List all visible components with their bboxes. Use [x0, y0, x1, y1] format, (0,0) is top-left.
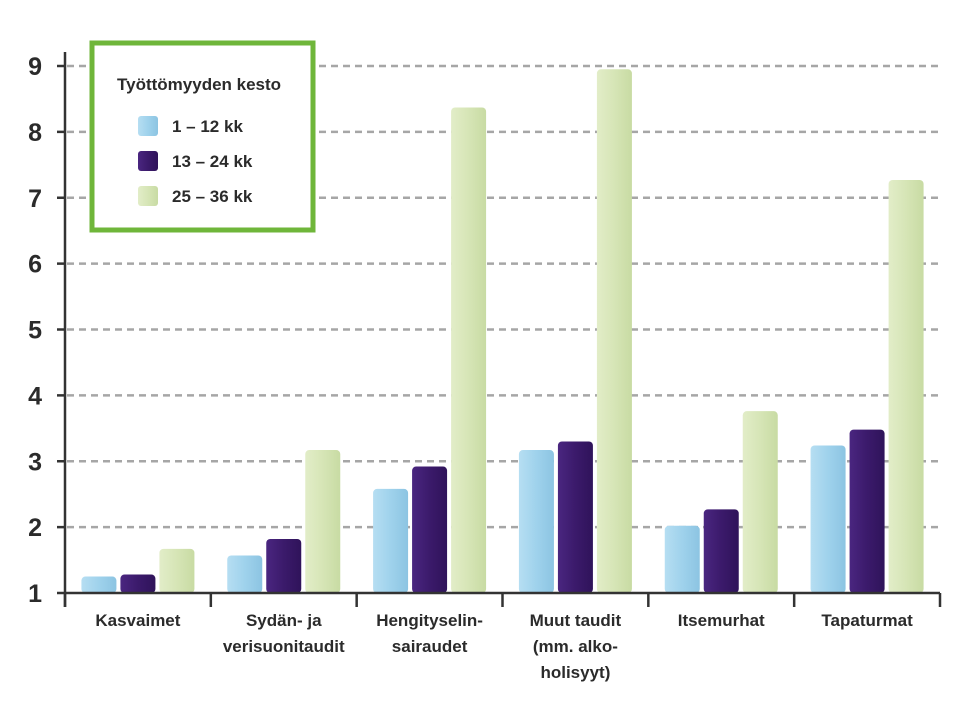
bar-2: [120, 574, 156, 593]
x-category-label: Kasvaimet: [95, 611, 180, 630]
legend-box: [89, 40, 316, 233]
legend-label: 25 – 36 kk: [172, 187, 253, 206]
bar-1: [810, 445, 846, 593]
y-tick-label: 9: [28, 53, 42, 81]
bar-3: [742, 411, 778, 593]
bar-1: [227, 555, 263, 593]
y-tick-label: 3: [28, 448, 42, 476]
y-tick-label: 4: [28, 382, 42, 410]
bar-2: [703, 509, 739, 593]
y-tick-label: 6: [28, 251, 42, 279]
bar-1: [373, 488, 409, 593]
legend-swatch: [138, 116, 158, 136]
bar-3: [596, 69, 632, 593]
bar-3: [159, 548, 195, 593]
legend-label: 1 – 12 kk: [172, 117, 243, 136]
x-category-label: Tapaturmat: [821, 611, 913, 630]
legend: Työttömyyden kesto 1 – 12 kk 13 – 24 kk 25…: [89, 40, 316, 233]
axes: [57, 52, 942, 607]
y-tick-labels: 1 2 3 4 5 6 7 8 9: [28, 53, 42, 608]
bar-3: [888, 179, 924, 593]
y-tick-label: 7: [28, 185, 42, 213]
legend-title: Työttömyyden kesto: [117, 75, 281, 94]
bar-3: [305, 450, 341, 593]
bar-2: [266, 538, 302, 593]
bar-3: [451, 107, 487, 593]
bar-2: [412, 466, 448, 593]
legend-swatch: [138, 186, 158, 206]
x-category-label: Muut taudit (mm. alko-holisyyt): [530, 611, 622, 682]
x-category-label: Hengityselin-sairaudet: [376, 611, 483, 656]
bar-1: [81, 576, 117, 593]
y-tick-label: 5: [28, 317, 42, 345]
x-category-label: Itsemurhat: [678, 611, 765, 630]
x-category-labels: Kasvaimet Sydän- ja verisuonitaudit Hengity…: [95, 611, 913, 682]
legend-swatch: [138, 151, 158, 171]
bars: [81, 69, 924, 593]
bar-2: [557, 441, 593, 593]
y-tick-label: 1: [28, 580, 42, 608]
legend-label: 13 – 24 kk: [172, 152, 253, 171]
y-tick-label: 8: [28, 119, 42, 147]
bar-1: [518, 450, 554, 593]
y-tick-label: 2: [28, 514, 42, 542]
bar-1: [664, 525, 700, 593]
bar-2: [849, 429, 885, 593]
x-category-label: Sydän- ja verisuonitaudit: [223, 611, 345, 656]
